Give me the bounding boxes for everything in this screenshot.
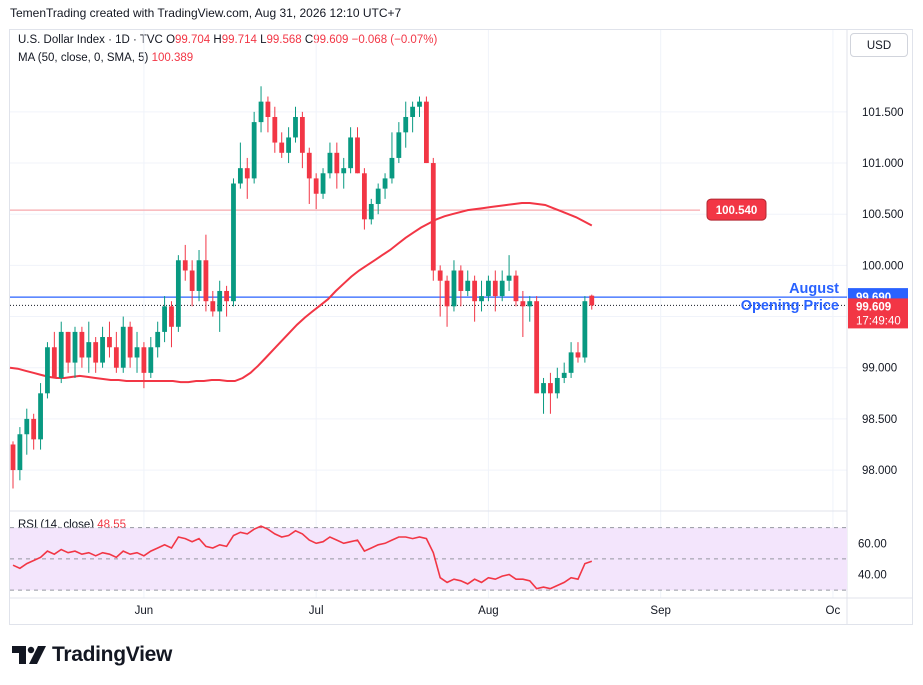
open-value: 99.704 <box>175 34 211 46</box>
change-value: −0.068 (−0.07%) <box>351 34 438 46</box>
chart-frame <box>9 29 913 625</box>
high-label: H <box>213 34 222 46</box>
attribution-text: TemenTrading created with TradingView.co… <box>10 6 402 20</box>
tradingview-logo[interactable]: TradingView <box>12 643 172 667</box>
currency-button[interactable]: USD <box>850 33 908 57</box>
brand-name: TradingView <box>52 643 173 666</box>
tradingview-logo-icon <box>12 646 46 664</box>
close-label: C <box>304 34 314 46</box>
open-label: O <box>166 34 176 46</box>
rsi-label: RSI (14, close) <box>18 519 95 531</box>
rsi-legend[interactable]: RSI (14, close) 48.55 <box>18 519 126 531</box>
low-value: 99.568 <box>266 34 302 46</box>
symbol-name: U.S. Dollar Index · 1D · TVC <box>18 34 163 46</box>
rsi-value: 48.55 <box>97 519 127 531</box>
ma-label: MA (50, close, 0, SMA, 5) <box>18 52 149 64</box>
high-value: 99.714 <box>221 34 257 46</box>
ma-legend[interactable]: MA (50, close, 0, SMA, 5) 100.389 <box>18 52 193 64</box>
symbol-legend: U.S. Dollar Index · 1D · TVC O99.704 H99… <box>18 34 437 46</box>
low-label: L <box>260 34 267 46</box>
ma-value: 100.389 <box>151 52 194 64</box>
close-value: 99.609 <box>313 34 349 46</box>
